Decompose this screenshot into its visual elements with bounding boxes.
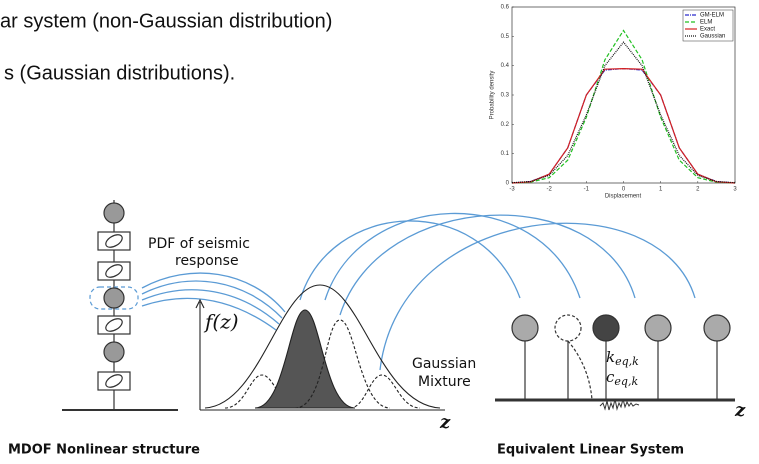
x-tick-label: -2 [546,187,552,193]
symbol: k [606,348,615,366]
subscript: eq,k [615,355,639,368]
y-axis-label: Probability density [490,71,496,120]
x-tick-label: -3 [509,187,515,193]
text-line: ar system (non-Gaussian distribution) [0,10,332,32]
caption: MDOF Nonlinear structure [8,443,200,458]
x-tick-label: 2 [696,187,700,193]
x-tick-label: 1 [659,187,663,193]
legend-label: Exact [700,27,715,33]
stiffness-label: keq,k [606,348,639,368]
y-tick-label: 0.3 [501,93,510,99]
y-tick-label: 0.2 [501,122,510,128]
x-tick-label: 0 [622,187,626,193]
x-tick-label: -1 [584,187,590,193]
mdof-structure [62,200,178,410]
text-line: s (Gaussian distributions). [4,62,235,84]
mixture-label: Mixture [418,374,471,390]
z-label: z [734,400,746,421]
pdf-label: response [175,253,239,269]
mixture-plot [196,285,445,410]
legend-label: ELM [700,20,712,26]
x-axis-label: Displacement [605,194,642,200]
mixture-label: Gaussian [412,356,476,372]
damping-label: ceq,k [606,368,638,388]
y-tick-label: 0.4 [501,63,510,69]
subscript: eq,k [614,375,638,388]
legend-label: Gaussian [700,34,725,40]
page: ar system (non-Gaussian distribution) s … [0,0,759,464]
caption: Equivalent Linear System [497,443,684,458]
f-label: f(z) [203,310,239,334]
legend-label: GM-ELM [700,13,724,19]
y-tick-label: 0.1 [501,151,510,157]
y-tick-label: 0.6 [501,5,510,11]
y-tick-label: 0.5 [501,34,510,40]
pdf-label: PDF of seismic [148,236,250,252]
x-tick-label: 3 [733,187,737,193]
z-label: z [439,412,451,433]
inset-chart: Displacement Probability density 0 0.1 0.2… [490,5,738,200]
